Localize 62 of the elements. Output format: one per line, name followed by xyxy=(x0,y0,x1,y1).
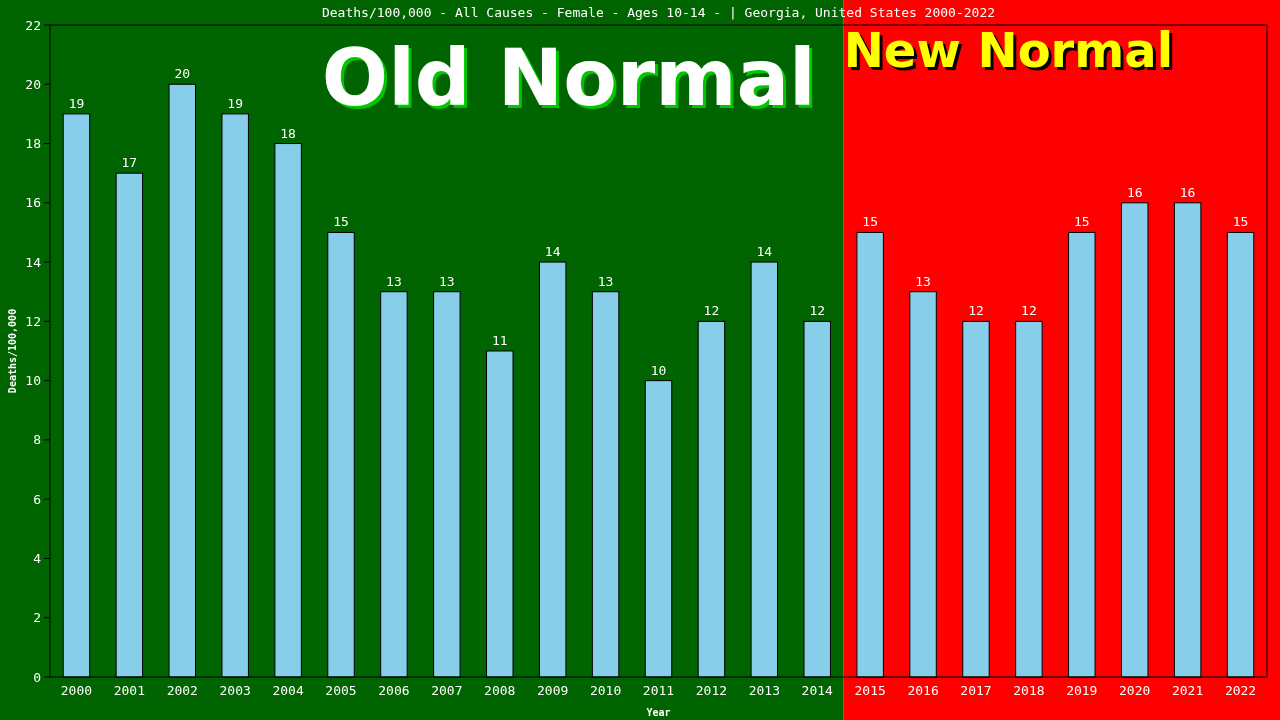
data-label: 14 xyxy=(544,244,561,260)
x-tick-label: 2017 xyxy=(960,683,992,698)
x-tick-label: 2002 xyxy=(166,683,198,698)
data-label: 13 xyxy=(439,273,455,289)
x-tick-label: 2015 xyxy=(854,683,886,698)
data-label: 10 xyxy=(650,362,667,378)
y-tick-label: 8 xyxy=(33,432,41,448)
data-label: 15 xyxy=(333,214,349,230)
data-label: 12 xyxy=(1021,303,1037,319)
x-tick-label: 2016 xyxy=(907,683,939,698)
y-tick-label: 2 xyxy=(33,610,41,626)
x-tick-label: 2011 xyxy=(642,683,675,698)
data-label: 13 xyxy=(915,273,931,289)
y-tick-label: 4 xyxy=(33,551,42,566)
x-tick-label: 2018 xyxy=(1013,683,1045,698)
x-tick-label: 2000 xyxy=(60,683,93,698)
data-label: 19 xyxy=(68,95,85,111)
data-label: 14 xyxy=(756,244,773,260)
y-tick-label: 16 xyxy=(25,195,41,211)
x-tick-label: 2014 xyxy=(801,683,834,698)
data-label: 13 xyxy=(386,273,402,289)
data-label: 12 xyxy=(703,303,720,319)
data-label: 15 xyxy=(1073,214,1090,230)
x-tick-label: 2009 xyxy=(537,683,569,698)
data-label: 13 xyxy=(597,273,614,289)
data-label: 20 xyxy=(174,66,191,82)
data-label: 15 xyxy=(862,214,878,230)
y-tick-label: 14 xyxy=(25,254,42,270)
band-label: Old Normal xyxy=(324,36,819,126)
data-label: 16 xyxy=(1126,184,1143,200)
y-tick-label: 10 xyxy=(25,373,41,389)
data-label: 18 xyxy=(280,125,296,141)
x-tick-label: 2005 xyxy=(325,683,357,698)
x-tick-label: 2013 xyxy=(748,683,780,698)
y-tick-label: 6 xyxy=(33,491,41,507)
y-tick-label: 12 xyxy=(25,313,41,329)
data-label: 16 xyxy=(1179,184,1196,200)
data-label: 19 xyxy=(227,95,244,111)
x-tick-label: 2020 xyxy=(1119,683,1151,698)
x-tick-label: 2022 xyxy=(1224,683,1257,698)
data-label: 11 xyxy=(491,333,508,348)
x-axis-title: Year xyxy=(646,707,671,718)
y-tick-label: 18 xyxy=(25,136,41,152)
data-label: 15 xyxy=(1232,214,1249,230)
x-tick-label: 2019 xyxy=(1066,683,1098,698)
x-tick-label: 2010 xyxy=(589,683,622,698)
y-axis-title: Deaths/100,000 xyxy=(7,308,18,394)
x-tick-label: 2001 xyxy=(113,683,146,698)
y-tick-label: 20 xyxy=(25,76,41,92)
x-tick-label: 2008 xyxy=(484,683,516,698)
x-tick-label: 2003 xyxy=(219,683,251,698)
data-label: 17 xyxy=(121,155,138,171)
y-tick-label: 0 xyxy=(33,669,41,685)
y-tick-label: 22 xyxy=(25,17,41,33)
x-tick-label: 2007 xyxy=(431,683,463,698)
x-tick-label: 2021 xyxy=(1171,683,1204,698)
x-tick-label: 2004 xyxy=(272,683,304,698)
data-label: 12 xyxy=(968,303,984,319)
x-tick-label: 2012 xyxy=(695,683,728,698)
band-label: New Normal xyxy=(843,22,1174,78)
data-label: 12 xyxy=(809,303,826,319)
x-tick-label: 2006 xyxy=(378,683,410,698)
